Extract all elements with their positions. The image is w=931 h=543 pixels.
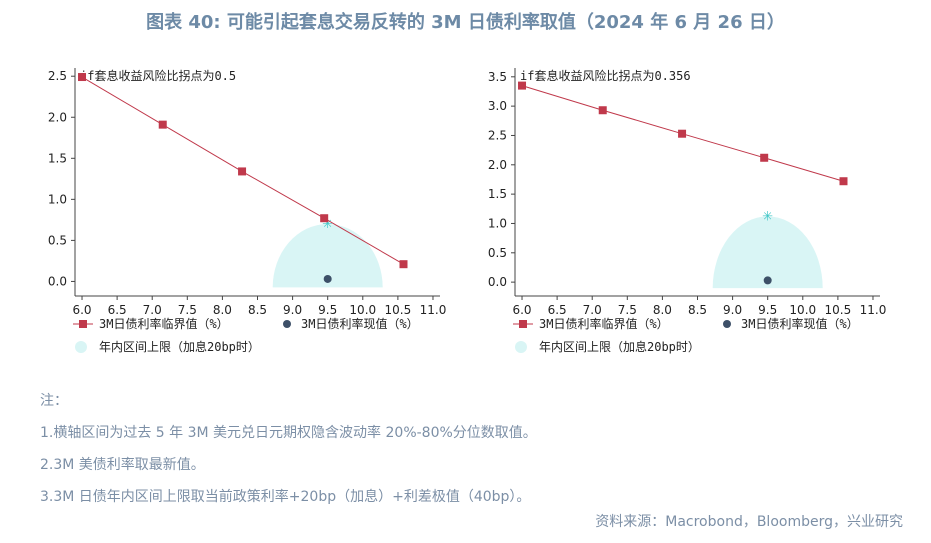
x-tick-label: 9.5 bbox=[318, 303, 337, 317]
y-tick-label: 3.5 bbox=[488, 70, 507, 84]
legend-current-label: 3M日债利率现值（%） bbox=[301, 316, 419, 331]
chart-annotation: if套息收益风险比拐点为0.356 bbox=[520, 68, 691, 83]
legend-region-swatch bbox=[75, 341, 87, 353]
critical-value-point bbox=[598, 106, 607, 115]
critical-value-point bbox=[518, 81, 527, 90]
critical-value-point bbox=[678, 129, 687, 138]
current-value-point bbox=[323, 274, 332, 283]
legend-critical-label: 3M日债利率临界值（%） bbox=[99, 316, 229, 331]
critical-value-point bbox=[320, 214, 329, 223]
x-tick-label: 6.5 bbox=[108, 303, 127, 317]
note-line-3: 3.3M 日债年内区间上限取当前政策利率+20bp（加息）+利差极值（40bp）… bbox=[40, 489, 531, 505]
chart-right: ✳ 0.0 0.5 1.0 1.5 2.0 2.5 3.0 3.5 6.0 6.5 7.0 7.5 8.0… bbox=[488, 68, 887, 354]
y-tick-label: 0.0 bbox=[48, 274, 67, 288]
notes: 注： 1.横轴区间为过去 5 年 3M 美元兑日元期权隐含波动率 20%-80%… bbox=[40, 390, 537, 518]
critical-value-point bbox=[78, 73, 87, 82]
source-note: 资料来源：Macrobond，Bloomberg，兴业研究 bbox=[595, 514, 903, 530]
y-tick-label: 3.0 bbox=[488, 99, 507, 113]
legend-current-label: 3M日债利率现值（%） bbox=[741, 316, 859, 331]
y-tick-label: 1.5 bbox=[488, 187, 507, 201]
critical-value-point bbox=[238, 167, 247, 176]
legend-dot-swatch bbox=[723, 320, 731, 328]
x-tick-label: 9.0 bbox=[723, 303, 742, 317]
x-tick-label: 6.0 bbox=[72, 303, 91, 317]
y-tick-label: 0.5 bbox=[488, 246, 507, 260]
y-tick-label: 2.5 bbox=[48, 69, 67, 83]
y-tick-label: 1.0 bbox=[488, 216, 507, 230]
critical-value-point bbox=[839, 177, 848, 186]
page-title: 图表 40: 可能引起套息交易反转的 3M 日债利率取值（2024 年 6 月 … bbox=[146, 12, 785, 33]
legend-critical-label: 3M日债利率临界值（%） bbox=[539, 316, 669, 331]
x-tick-label: 11.0 bbox=[420, 303, 447, 317]
x-tick-label: 7.0 bbox=[143, 303, 162, 317]
legend-region-label: 年内区间上限（加息20bp时） bbox=[539, 339, 700, 354]
legend-region-swatch bbox=[515, 341, 527, 353]
critical-value-point bbox=[760, 153, 769, 162]
x-tick-label: 7.5 bbox=[618, 303, 637, 317]
y-tick-label: 0.5 bbox=[48, 233, 67, 247]
x-tick-label: 8.0 bbox=[213, 303, 232, 317]
chart-left: ✳ 0.0 0.5 1.0 1.5 2.0 2.5 6.0 6.5 7.0 7.5 8.0 8.5 9.0… bbox=[48, 68, 447, 354]
notes-header: 注： bbox=[40, 393, 68, 409]
x-tick-label: 10.0 bbox=[349, 303, 376, 317]
x-tick-label: 8.5 bbox=[688, 303, 707, 317]
legend-square-swatch bbox=[79, 320, 87, 328]
x-tick-label: 10.0 bbox=[789, 303, 816, 317]
legend-region-label: 年内区间上限（加息20bp时） bbox=[99, 339, 260, 354]
region-peak-marker: ✳ bbox=[762, 209, 773, 224]
region-peak-marker: ✳ bbox=[322, 217, 333, 232]
x-tick-label: 7.5 bbox=[178, 303, 197, 317]
note-line-1: 1.横轴区间为过去 5 年 3M 美元兑日元期权隐含波动率 20%-80%分位数… bbox=[40, 425, 537, 441]
x-tick-label: 8.5 bbox=[248, 303, 267, 317]
note-line-2: 2.3M 美债利率取最新值。 bbox=[40, 457, 205, 473]
x-tick-label: 6.5 bbox=[548, 303, 567, 317]
y-tick-label: 0.0 bbox=[488, 275, 507, 289]
y-tick-label: 2.0 bbox=[48, 110, 67, 124]
x-tick-label: 9.5 bbox=[758, 303, 777, 317]
x-tick-label: 6.0 bbox=[512, 303, 531, 317]
x-tick-label: 9.0 bbox=[283, 303, 302, 317]
y-tick-label: 2.0 bbox=[488, 158, 507, 172]
legend-dot-swatch bbox=[283, 320, 291, 328]
y-tick-label: 1.5 bbox=[48, 151, 67, 165]
current-value-point bbox=[763, 276, 772, 285]
range-region bbox=[712, 216, 823, 289]
y-tick-label: 1.0 bbox=[48, 192, 67, 206]
critical-value-point bbox=[399, 260, 408, 269]
x-tick-label: 11.0 bbox=[860, 303, 887, 317]
y-tick-label: 2.5 bbox=[488, 128, 507, 142]
x-tick-label: 7.0 bbox=[583, 303, 602, 317]
x-tick-label: 10.5 bbox=[385, 303, 412, 317]
x-tick-label: 8.0 bbox=[653, 303, 672, 317]
legend-square-swatch bbox=[519, 320, 527, 328]
critical-value-point bbox=[158, 120, 167, 129]
chart-annotation: if套息收益风险比拐点为0.5 bbox=[80, 68, 236, 83]
x-tick-label: 10.5 bbox=[825, 303, 852, 317]
range-region bbox=[272, 223, 383, 288]
